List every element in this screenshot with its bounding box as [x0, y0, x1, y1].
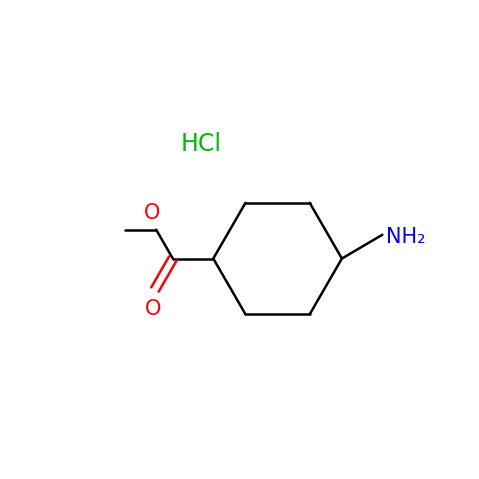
Text: O: O	[144, 299, 161, 319]
Text: HCl: HCl	[181, 132, 222, 156]
Text: NH₂: NH₂	[386, 227, 426, 247]
Text: O: O	[144, 203, 160, 223]
